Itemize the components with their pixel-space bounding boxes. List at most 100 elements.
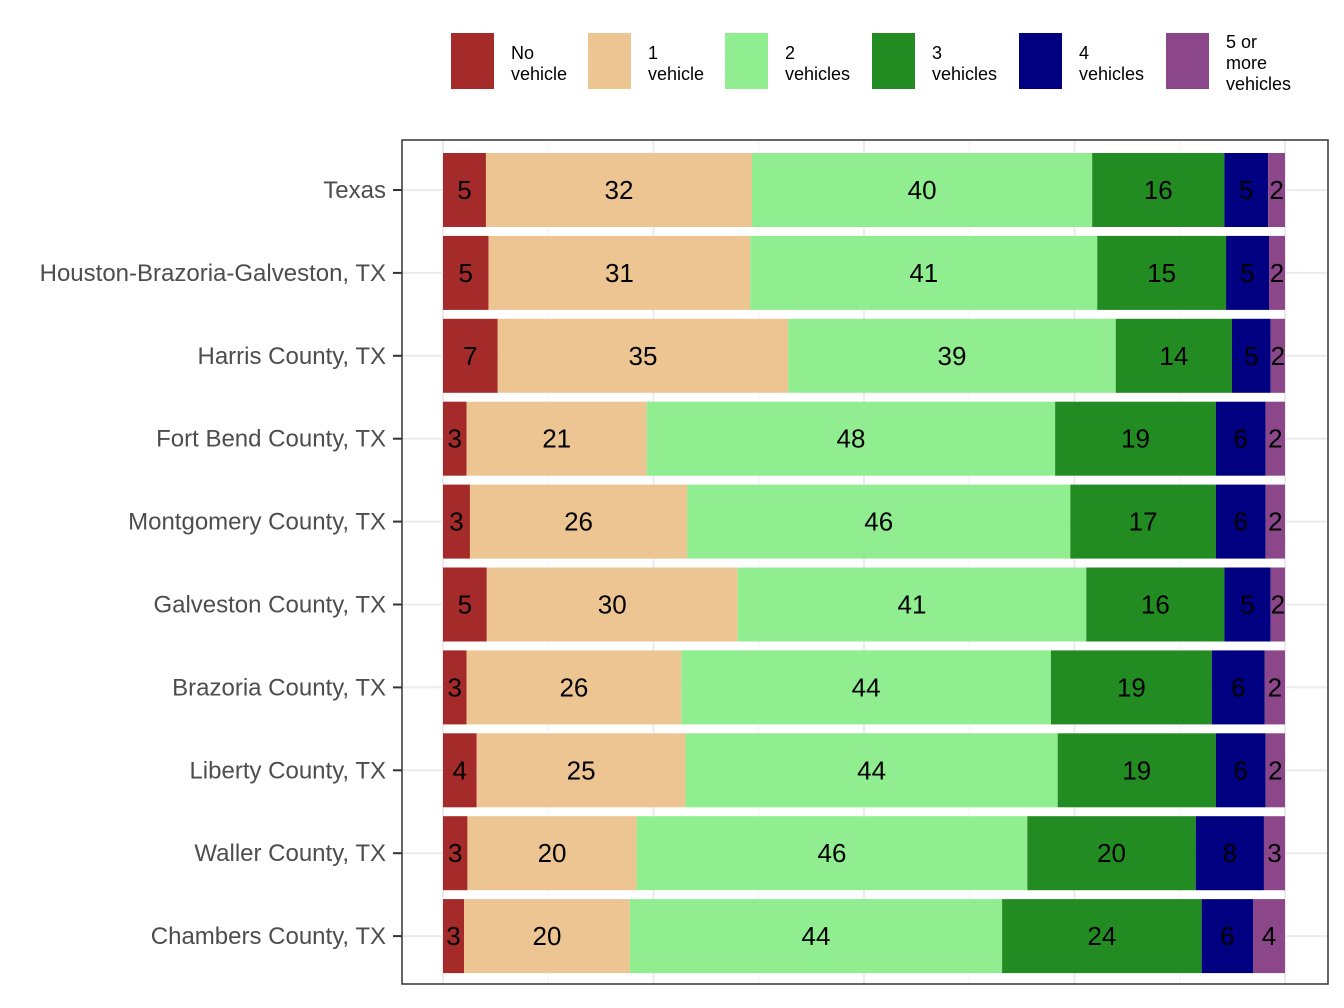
data-label: 2 [1271, 590, 1285, 620]
bar-segment [1268, 153, 1285, 227]
bar-segment [443, 235, 489, 310]
bar-segment [1215, 401, 1266, 476]
data-label: 3 [448, 424, 462, 454]
legend-label: 5 or [1226, 32, 1257, 52]
data-label: 16 [1141, 590, 1170, 620]
legend-label: vehicle [648, 64, 704, 84]
data-label: 2 [1268, 507, 1282, 537]
data-label: 20 [538, 838, 567, 868]
bar-segment [443, 733, 477, 808]
bar-segment [1215, 733, 1266, 808]
data-label: 17 [1129, 507, 1158, 537]
legend-label: 1 [648, 43, 658, 63]
data-label: 2 [1268, 755, 1282, 785]
y-tick-label: Waller County, TX [194, 840, 386, 867]
bar-segment [443, 650, 467, 725]
legend-swatch [451, 33, 494, 89]
data-label: 19 [1121, 424, 1150, 454]
data-label: 3 [449, 507, 463, 537]
data-label: 21 [542, 424, 571, 454]
bar-segment [1265, 484, 1285, 559]
legend-label: vehicles [1226, 74, 1291, 94]
data-label: 2 [1268, 424, 1282, 454]
data-label: 30 [598, 590, 627, 620]
data-label: 26 [564, 507, 593, 537]
bar-segment [486, 567, 738, 642]
bar-segment [443, 318, 498, 393]
bar-segment [1055, 401, 1216, 476]
bar-segment [1231, 318, 1271, 393]
data-label: 39 [938, 341, 967, 371]
data-label: 7 [463, 341, 477, 371]
data-label: 5 [457, 175, 471, 205]
data-label: 46 [864, 507, 893, 537]
bar-segment [1211, 650, 1265, 725]
legend-swatch [872, 33, 915, 89]
bar-segment [467, 816, 637, 891]
data-label: 20 [1097, 838, 1126, 868]
bar-segment [1253, 899, 1285, 974]
legend-label: 3 [932, 43, 942, 63]
data-label: 31 [605, 258, 634, 288]
y-tick-label: Montgomery County, TX [128, 509, 386, 536]
y-tick-label: Harris County, TX [198, 343, 387, 370]
y-tick-label: Texas [323, 177, 386, 204]
data-label: 19 [1122, 755, 1151, 785]
bar-segment [1002, 899, 1202, 974]
legend-swatch [725, 33, 768, 89]
data-label: 44 [857, 755, 886, 785]
bar-segment [1092, 153, 1225, 227]
data-label: 5 [1240, 590, 1254, 620]
y-axis: Texas Houston-Brazoria-Galveston, TX Harri… [40, 177, 402, 950]
data-label: 5 [458, 258, 472, 288]
bar-segment [1057, 733, 1216, 808]
data-label: 41 [909, 258, 938, 288]
bar-segment [1264, 650, 1285, 725]
y-tick-label: Houston-Brazoria-Galveston, TX [40, 260, 386, 287]
data-label: 3 [446, 921, 460, 951]
bar-segment [1097, 235, 1227, 310]
bar-segment [1086, 567, 1225, 642]
legend-label: No [511, 43, 534, 63]
bar-segment [1115, 318, 1232, 393]
bar-segment [443, 401, 467, 476]
bar-segment [488, 235, 751, 310]
data-label: 26 [559, 672, 588, 702]
bar-segment [485, 153, 753, 227]
legend-label: vehicles [1079, 64, 1144, 84]
bar-labels: 5 32 40 16 5 25 31 41 15 5 27 35 39 14 5 23 21 48 19 6 23 26 4… [446, 175, 1285, 951]
data-label: 6 [1231, 672, 1245, 702]
legend-label: vehicles [785, 64, 850, 84]
bar-segment [1265, 401, 1285, 476]
data-label: 20 [533, 921, 562, 951]
bar-segment [466, 401, 647, 476]
bar-segment [1270, 567, 1285, 642]
data-label: 32 [605, 175, 634, 205]
data-label: 16 [1144, 175, 1173, 205]
bar-segment [1263, 816, 1285, 891]
data-label: 5 [458, 590, 472, 620]
bar-segment [1050, 650, 1212, 725]
legend-label: 4 [1079, 43, 1089, 63]
legend-swatch [588, 33, 631, 89]
data-label: 5 [1240, 258, 1254, 288]
bar-segment [1027, 816, 1196, 891]
bar-segment [681, 650, 1051, 725]
data-label: 2 [1269, 175, 1283, 205]
bar-segment [443, 899, 465, 974]
legend-label: 2 [785, 43, 795, 63]
legend-label: vehicles [932, 64, 997, 84]
bar-segment [443, 484, 470, 559]
data-label: 2 [1268, 672, 1282, 702]
data-label: 6 [1220, 921, 1234, 951]
legend-label: more [1226, 53, 1267, 73]
bar-segment [1224, 567, 1271, 642]
data-label: 2 [1271, 341, 1285, 371]
legend-swatch [1166, 33, 1209, 89]
bar-segment [1270, 318, 1285, 393]
